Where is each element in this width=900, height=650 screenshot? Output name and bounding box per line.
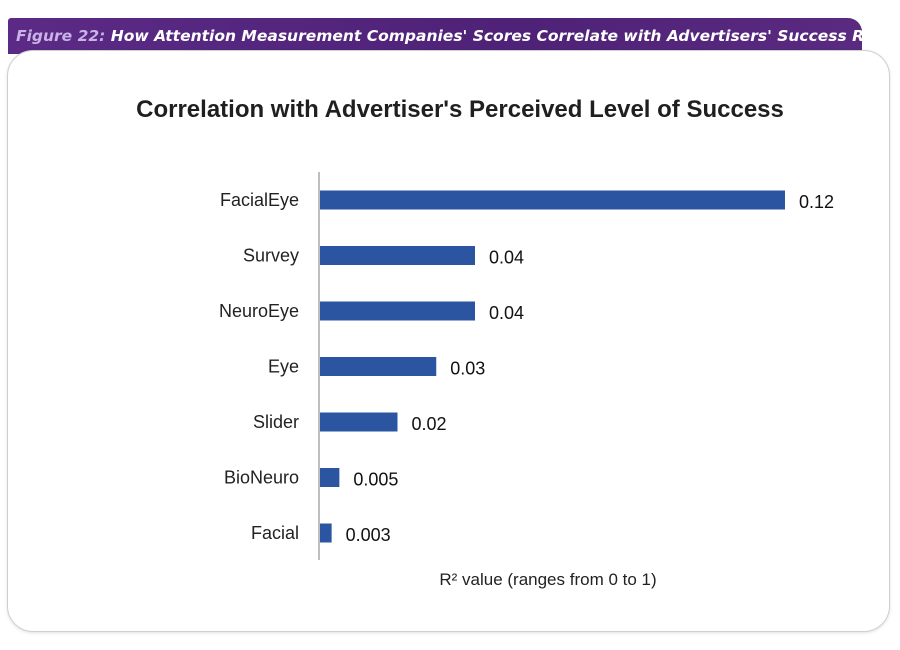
bar-facial [320,523,332,543]
chart-title: Correlation with Advertiser's Perceived … [136,96,784,123]
figure-caption: How Attention Measurement Companies' Sco… [110,27,862,45]
chart-card [7,50,890,632]
value-label-survey: 0.04 [489,248,524,268]
category-label-neuroeye: NeuroEye [219,301,299,321]
value-label-facialeye: 0.12 [799,192,834,212]
value-label-eye: 0.03 [450,359,485,379]
category-label-survey: Survey [243,246,299,266]
category-label-eye: Eye [268,357,299,377]
figure-caption-banner: Figure 22: How Attention Measurement Com… [8,18,862,54]
category-label-facialeye: FacialEye [220,190,299,210]
category-label-bioneuro: BioNeuro [224,468,299,488]
bar-bioneuro [320,468,340,487]
x-axis-title: R² value (ranges from 0 to 1) [439,570,656,589]
category-label-slider: Slider [253,412,299,432]
value-label-bioneuro: 0.005 [353,470,398,490]
category-label-facial: Facial [251,523,299,543]
value-label-slider: 0.02 [412,414,447,434]
bar-facialeye [320,190,785,210]
figure-number: Figure 22: [16,27,106,45]
value-label-neuroeye: 0.04 [489,303,524,323]
bar-eye [320,357,437,376]
bar-neuroeye [320,301,475,321]
bar-slider [320,412,398,432]
bar-survey [320,246,475,265]
value-label-facial: 0.003 [346,525,391,545]
